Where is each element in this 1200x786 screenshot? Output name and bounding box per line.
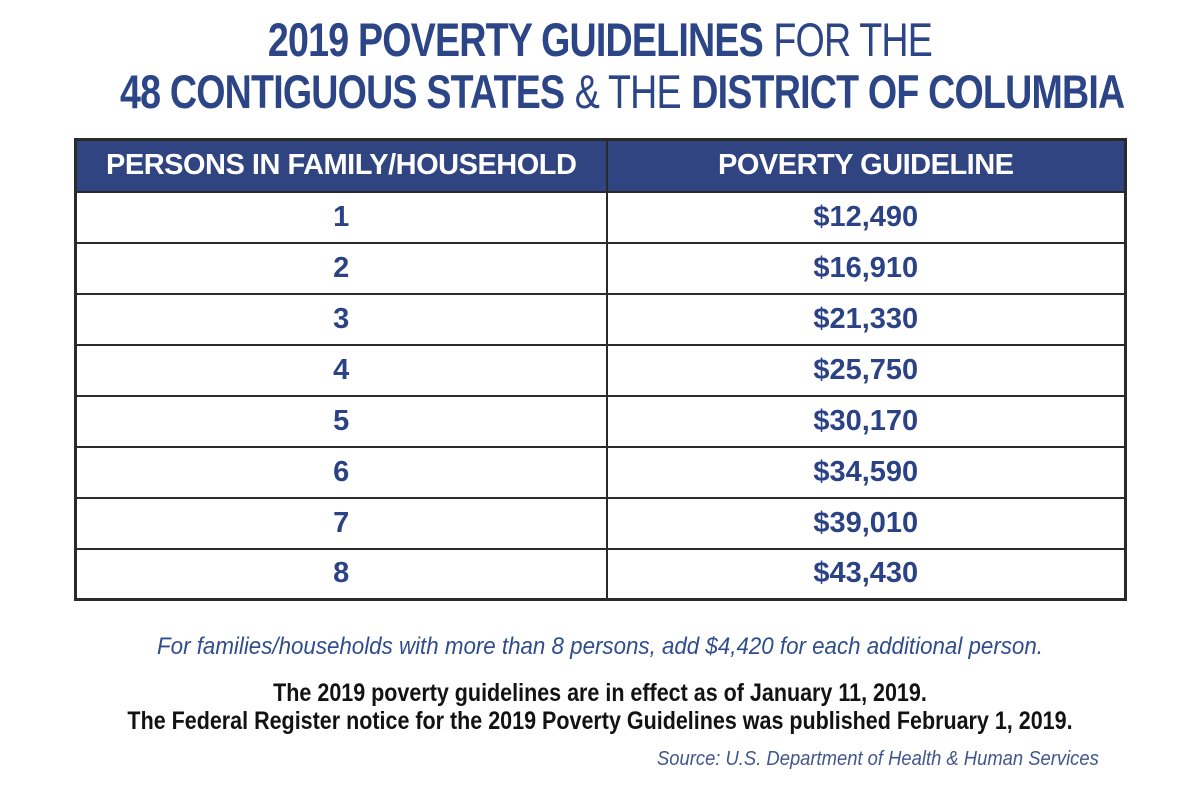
persons-cell: 8: [74, 547, 608, 601]
guideline-cell: $16,910: [605, 241, 1127, 295]
table-row: 2 $16,910: [74, 241, 1127, 295]
title-line-1: 2019 POVERTY GUIDELINES FOR THE: [120, 14, 1080, 66]
title-line2-light: & THE: [574, 65, 682, 118]
title-line2-strong1: 48 CONTIGUOUS STATES: [120, 65, 565, 118]
guideline-cell: $30,170: [605, 394, 1127, 448]
poverty-guidelines-table: PERSONS IN FAMILY/HOUSEHOLD POVERTY GUID…: [74, 138, 1127, 601]
table-row: 1 $12,490: [74, 190, 1127, 244]
page-title: 2019 POVERTY GUIDELINES FOR THE 48 CONTI…: [120, 14, 1125, 118]
table-row: 5 $30,170: [74, 394, 1127, 448]
persons-cell: 7: [74, 496, 608, 550]
title-line1-strong: 2019 POVERTY GUIDELINES: [267, 13, 764, 66]
title-line2-strong2: DISTRICT OF COLUMBIA: [691, 65, 1125, 118]
column-header-guideline: POVERTY GUIDELINE: [605, 138, 1127, 193]
persons-cell: 1: [74, 190, 608, 244]
persons-cell: 5: [74, 394, 608, 448]
table-row: 3 $21,330: [74, 292, 1127, 346]
effective-date-line1: The 2019 poverty guidelines are in effec…: [273, 679, 927, 707]
guideline-cell: $43,430: [605, 547, 1127, 601]
table-row: 8 $43,430: [74, 547, 1127, 601]
source-attribution: Source: U.S. Department of Health & Huma…: [656, 748, 1099, 770]
column-header-persons: PERSONS IN FAMILY/HOUSEHOLD: [74, 138, 608, 193]
title-line-2: 48 CONTIGUOUS STATES & THE DISTRICT OF C…: [120, 65, 1125, 118]
persons-cell: 3: [74, 292, 608, 346]
guideline-cell: $21,330: [605, 292, 1127, 346]
table-row: 7 $39,010: [74, 496, 1127, 550]
guideline-cell: $34,590: [605, 445, 1127, 499]
persons-cell: 4: [74, 343, 608, 397]
guideline-cell: $25,750: [605, 343, 1127, 397]
persons-cell: 6: [74, 445, 608, 499]
table-row: 6 $34,590: [74, 445, 1127, 499]
table-header-row: PERSONS IN FAMILY/HOUSEHOLD POVERTY GUID…: [74, 138, 1127, 193]
federal-register-line2: The Federal Register notice for the 2019…: [127, 707, 1073, 735]
additional-person-note: For families/households with more than 8…: [157, 633, 1043, 660]
effective-date-notes: The 2019 poverty guidelines are in effec…: [84, 679, 1116, 735]
table-row: 4 $25,750: [74, 343, 1127, 397]
title-line1-light: FOR THE: [773, 13, 933, 66]
guideline-cell: $39,010: [605, 496, 1127, 550]
guideline-cell: $12,490: [605, 190, 1127, 244]
persons-cell: 2: [74, 241, 608, 295]
